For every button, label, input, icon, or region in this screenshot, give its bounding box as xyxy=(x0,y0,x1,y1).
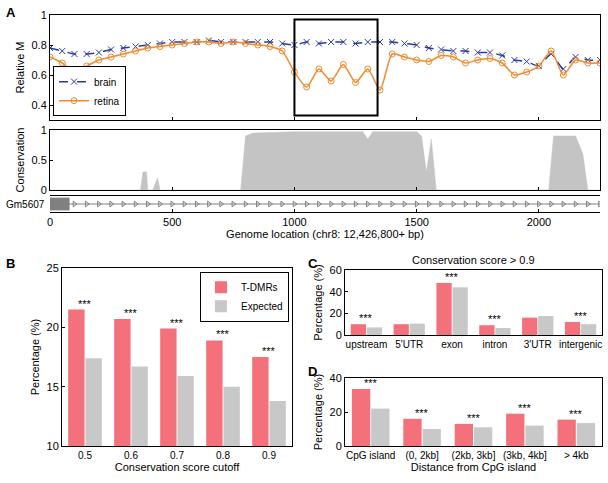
svg-text:20: 20 xyxy=(330,406,342,418)
svg-text:A: A xyxy=(6,5,16,20)
svg-text:0.6: 0.6 xyxy=(32,69,47,81)
svg-text:5'UTR: 5'UTR xyxy=(395,339,423,350)
svg-text:0.8: 0.8 xyxy=(32,39,47,51)
svg-text:***: *** xyxy=(445,271,459,283)
svg-text:0.4: 0.4 xyxy=(32,99,47,111)
svg-text:***: *** xyxy=(78,298,92,310)
svg-text:Distance from CpG island: Distance from CpG island xyxy=(411,461,536,473)
svg-text:(2kb, 3kb]: (2kb, 3kb] xyxy=(452,450,496,461)
svg-text:D: D xyxy=(308,364,317,379)
svg-text:Relative M: Relative M xyxy=(14,42,26,94)
svg-text:***: *** xyxy=(467,412,481,424)
svg-text:Percentage (%): Percentage (%) xyxy=(312,374,324,450)
svg-text:(0, 2kb]: (0, 2kb] xyxy=(405,450,439,461)
svg-text:Conservation score > 0.9: Conservation score > 0.9 xyxy=(412,254,535,266)
svg-text:1: 1 xyxy=(41,124,47,136)
svg-text:***: *** xyxy=(569,408,583,420)
svg-text:***: *** xyxy=(216,328,230,340)
svg-text:CpG island: CpG island xyxy=(346,450,395,461)
svg-text:intron: intron xyxy=(482,339,507,350)
svg-text:Conservation: Conservation xyxy=(14,128,26,193)
svg-text:40: 40 xyxy=(330,372,342,384)
svg-text:0.9: 0.9 xyxy=(262,450,276,461)
svg-text:10: 10 xyxy=(47,440,59,452)
svg-text:0.8: 0.8 xyxy=(216,450,230,461)
svg-text:***: *** xyxy=(364,377,378,389)
svg-text:60: 60 xyxy=(330,264,342,276)
svg-text:20: 20 xyxy=(330,307,342,319)
svg-text:0: 0 xyxy=(41,184,47,196)
svg-text:B: B xyxy=(6,256,15,271)
svg-text:Expected: Expected xyxy=(241,301,283,312)
svg-text:***: *** xyxy=(488,313,502,325)
svg-text:0.5: 0.5 xyxy=(32,154,47,166)
svg-text:25: 25 xyxy=(47,262,59,274)
svg-text:***: *** xyxy=(170,317,184,329)
svg-text:0: 0 xyxy=(336,329,342,341)
svg-text:C: C xyxy=(308,256,318,271)
svg-text:***: *** xyxy=(359,312,373,324)
svg-text:0.5: 0.5 xyxy=(78,450,92,461)
svg-text:retina: retina xyxy=(94,96,119,107)
svg-text:***: *** xyxy=(124,307,138,319)
svg-text:upstream: upstream xyxy=(346,339,388,350)
svg-text:2000: 2000 xyxy=(527,216,551,228)
svg-text:***: *** xyxy=(415,407,429,419)
svg-text:Gm5607: Gm5607 xyxy=(6,199,45,210)
svg-text:Percentage (%): Percentage (%) xyxy=(312,264,324,340)
svg-text:> 4kb: > 4kb xyxy=(564,450,589,461)
svg-text:0.6: 0.6 xyxy=(124,450,138,461)
svg-text:Percentage (%): Percentage (%) xyxy=(29,319,41,395)
svg-text:3'UTR: 3'UTR xyxy=(524,339,552,350)
svg-text:Genome location (chr8: 12,426,: Genome location (chr8: 12,426,800+ bp) xyxy=(226,228,424,240)
svg-text:500: 500 xyxy=(163,216,181,228)
svg-text:intergenic: intergenic xyxy=(559,339,602,350)
svg-text:***: *** xyxy=(518,402,532,414)
svg-text:brain: brain xyxy=(94,77,116,88)
svg-text:0: 0 xyxy=(336,440,342,452)
svg-text:15: 15 xyxy=(47,381,59,393)
svg-text:1500: 1500 xyxy=(404,216,428,228)
svg-text:***: *** xyxy=(262,345,276,357)
svg-text:20: 20 xyxy=(47,321,59,333)
svg-text:0: 0 xyxy=(47,216,53,228)
svg-text:0.7: 0.7 xyxy=(170,450,184,461)
svg-text:Conservation score cutoff: Conservation score cutoff xyxy=(115,461,240,473)
svg-text:exon: exon xyxy=(441,339,463,350)
svg-text:1000: 1000 xyxy=(282,216,306,228)
svg-text:40: 40 xyxy=(330,286,342,298)
svg-text:1: 1 xyxy=(41,9,47,21)
svg-text:(3kb, 4kb]: (3kb, 4kb] xyxy=(503,450,547,461)
svg-text:T-DMRs: T-DMRs xyxy=(241,282,278,293)
svg-text:***: *** xyxy=(574,310,588,322)
